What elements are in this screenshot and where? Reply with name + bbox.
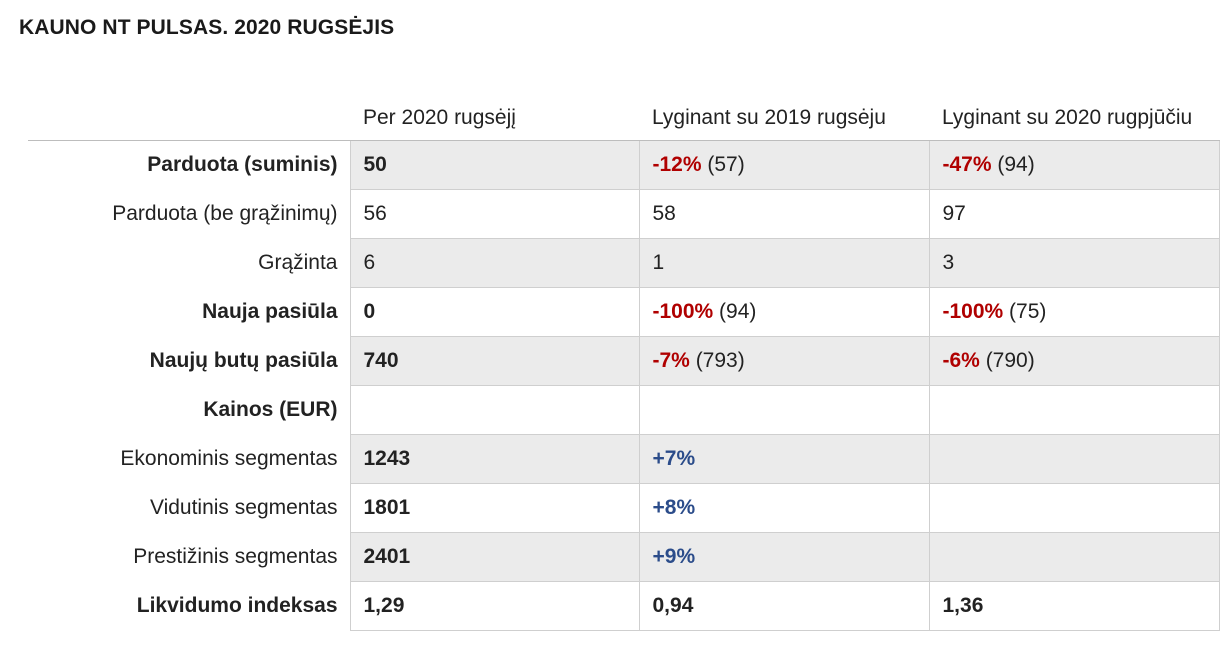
cell-value: 56 — [363, 202, 387, 225]
cell-c3 — [928, 532, 1220, 582]
cell-c2 — [638, 385, 930, 435]
cell-c1: 0 — [349, 287, 640, 337]
header-period: Per 2020 rugsėjį — [350, 96, 639, 141]
cell-c3 — [928, 385, 1220, 435]
cell-value: 2401 — [363, 545, 411, 568]
table-row: Parduota (suminis) 50 -12% (57) -47% (94) — [28, 140, 1220, 190]
cell-value: 1,29 — [363, 594, 405, 617]
cell-c2: +8% — [638, 483, 930, 533]
row-label: Likvidumo indeksas — [28, 581, 351, 631]
cell-c3: 3 — [928, 238, 1220, 288]
change-value: -100% — [652, 300, 714, 323]
cell-c1 — [349, 385, 640, 435]
row-label: Kainos (EUR) — [28, 385, 351, 435]
cell-c3: -47% (94) — [928, 140, 1220, 190]
cell-value: 6 — [363, 251, 376, 274]
cell-value: 97 — [942, 202, 966, 225]
change-value: +8% — [652, 496, 696, 519]
reference-value: (94) — [991, 153, 1035, 176]
change-value: +9% — [652, 545, 696, 568]
market-pulse-table: Per 2020 rugsėjį Lyginant su 2019 rugsėj… — [28, 96, 1220, 631]
cell-c1: 50 — [349, 140, 640, 190]
cell-c3: -100% (75) — [928, 287, 1220, 337]
header-empty — [28, 96, 350, 141]
row-label: Grąžinta — [28, 238, 351, 288]
header-vs-last-year: Lyginant su 2019 rugsėju — [639, 96, 929, 141]
reference-value: (793) — [689, 349, 745, 372]
header-vs-last-month: Lyginant su 2020 rugpjūčiu — [929, 96, 1219, 141]
cell-value: 1801 — [363, 496, 411, 519]
reference-value: (94) — [713, 300, 757, 323]
cell-value: 50 — [363, 153, 387, 176]
change-value: -100% — [942, 300, 1004, 323]
cell-c1: 2401 — [349, 532, 640, 582]
change-value: -47% — [942, 153, 992, 176]
cell-c1: 6 — [349, 238, 640, 288]
row-label: Parduota (suminis) — [28, 140, 351, 190]
header-row: Per 2020 rugsėjį Lyginant su 2019 rugsėj… — [28, 96, 1219, 141]
row-label: Nauja pasiūla — [28, 287, 351, 337]
cell-value: 1243 — [363, 447, 411, 470]
table-row: Likvidumo indeksas 1,29 0,94 1,36 — [28, 581, 1220, 631]
cell-value: 0 — [363, 300, 376, 323]
cell-value: 1,36 — [942, 594, 984, 617]
row-label: Prestižinis segmentas — [28, 532, 351, 582]
cell-c2: 0,94 — [638, 581, 930, 631]
change-value: -6% — [942, 349, 980, 372]
cell-value: 740 — [363, 349, 399, 372]
cell-c2: -7% (793) — [638, 336, 930, 386]
cell-c2: 1 — [638, 238, 930, 288]
table-row: Grąžinta 6 1 3 — [28, 238, 1220, 288]
table-row: Vidutinis segmentas 1801 +8% — [28, 483, 1220, 533]
change-value: -12% — [652, 153, 702, 176]
cell-c2: -100% (94) — [638, 287, 930, 337]
cell-c3: -6% (790) — [928, 336, 1220, 386]
table-row: Kainos (EUR) — [28, 385, 1220, 435]
cell-c1: 56 — [349, 189, 640, 239]
table-row: Naujų butų pasiūla 740 -7% (793) -6% (790) — [28, 336, 1220, 386]
change-value: +7% — [652, 447, 696, 470]
reference-value: (790) — [979, 349, 1035, 372]
cell-c3: 1,36 — [928, 581, 1220, 631]
page-title: KAUNO NT PULSAS. 2020 RUGSĖJIS — [19, 16, 395, 39]
cell-c3: 97 — [928, 189, 1220, 239]
cell-c2: 58 — [638, 189, 930, 239]
cell-c2: +9% — [638, 532, 930, 582]
cell-c1: 740 — [349, 336, 640, 386]
cell-c3 — [928, 483, 1220, 533]
table-row: Parduota (be grąžinimų) 56 58 97 — [28, 189, 1220, 239]
cell-value: 0,94 — [652, 594, 694, 617]
row-label: Naujų butų pasiūla — [28, 336, 351, 386]
row-label: Ekonominis segmentas — [28, 434, 351, 484]
cell-c1: 1,29 — [349, 581, 640, 631]
row-label: Vidutinis segmentas — [28, 483, 351, 533]
change-value: -7% — [652, 349, 690, 372]
cell-value: 3 — [942, 251, 955, 274]
reference-value: (57) — [701, 153, 745, 176]
cell-c1: 1801 — [349, 483, 640, 533]
table-row: Ekonominis segmentas 1243 +7% — [28, 434, 1220, 484]
cell-c2: +7% — [638, 434, 930, 484]
cell-c2: -12% (57) — [638, 140, 930, 190]
row-label: Parduota (be grąžinimų) — [28, 189, 351, 239]
cell-value: 58 — [652, 202, 676, 225]
cell-c1: 1243 — [349, 434, 640, 484]
table-row: Nauja pasiūla 0 -100% (94) -100% (75) — [28, 287, 1220, 337]
cell-c3 — [928, 434, 1220, 484]
table-row: Prestižinis segmentas 2401 +9% — [28, 532, 1220, 582]
cell-value: 1 — [652, 251, 665, 274]
reference-value: (75) — [1003, 300, 1047, 323]
